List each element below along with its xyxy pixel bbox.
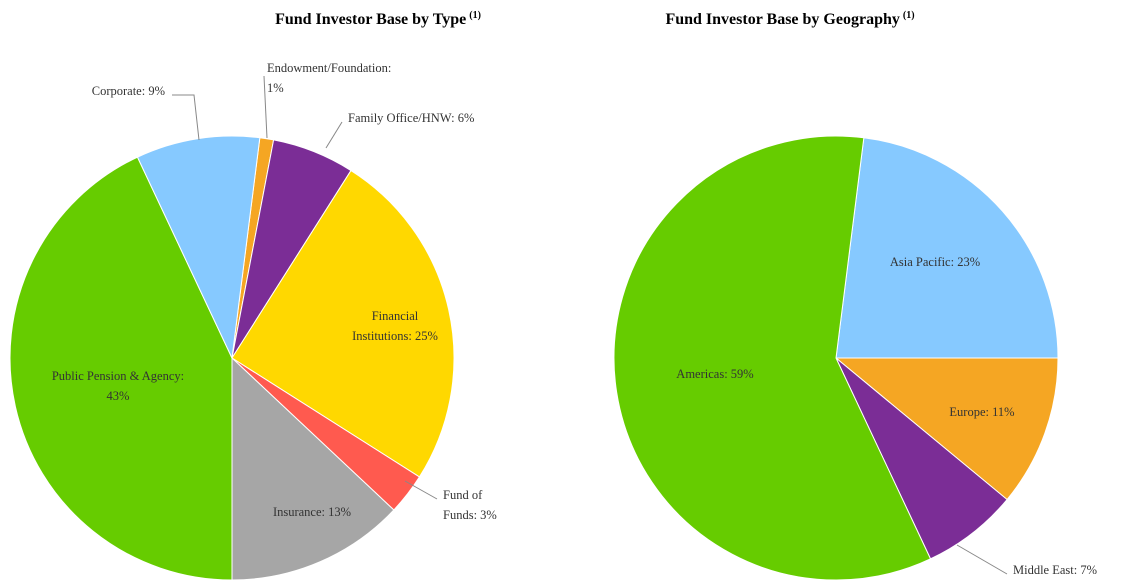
pie-slice xyxy=(835,137,1059,359)
slice-label: Institutions: 25% xyxy=(352,329,438,343)
slice-label: Insurance: 13% xyxy=(273,505,351,519)
slice-label: Funds: 3% xyxy=(443,508,497,522)
slice-label: Corporate: 9% xyxy=(92,84,165,98)
leader-line xyxy=(404,480,438,500)
slice-label: Americas: 59% xyxy=(676,367,753,381)
leader-line xyxy=(956,544,1008,575)
pie-slice xyxy=(231,169,455,478)
leader-line xyxy=(172,94,200,141)
chart-title: Fund Investor Base by Type (1) xyxy=(275,10,481,28)
slice-label: Endowment/Foundation: xyxy=(267,61,391,75)
slice-label: Fund of xyxy=(443,488,483,502)
pie-slice xyxy=(613,135,932,581)
leader-line xyxy=(325,121,343,149)
slice-label: 1% xyxy=(267,81,284,95)
pie-slice xyxy=(231,356,395,581)
title-text: Fund Investor Base by Type xyxy=(275,11,466,28)
title-superscript: (1) xyxy=(469,10,481,21)
title-text: Fund Investor Base by Geography xyxy=(665,11,899,28)
pie-slice xyxy=(9,156,233,581)
slice-label: Europe: 11% xyxy=(949,405,1014,419)
slice-label: Public Pension & Agency: xyxy=(52,369,184,383)
leader-line xyxy=(263,75,268,139)
pie-slice xyxy=(834,357,1059,501)
slice-label: 43% xyxy=(107,389,130,403)
slice-label: Financial xyxy=(372,309,419,323)
chart-title: Fund Investor Base by Geography (1) xyxy=(665,10,914,28)
slice-label: Family Office/HNW: 6% xyxy=(348,111,474,125)
pie-slice xyxy=(136,135,261,360)
title-superscript: (1) xyxy=(903,10,915,21)
slice-label: Middle East: 7% xyxy=(1013,563,1097,577)
slice-label: Asia Pacific: 23% xyxy=(890,255,980,269)
